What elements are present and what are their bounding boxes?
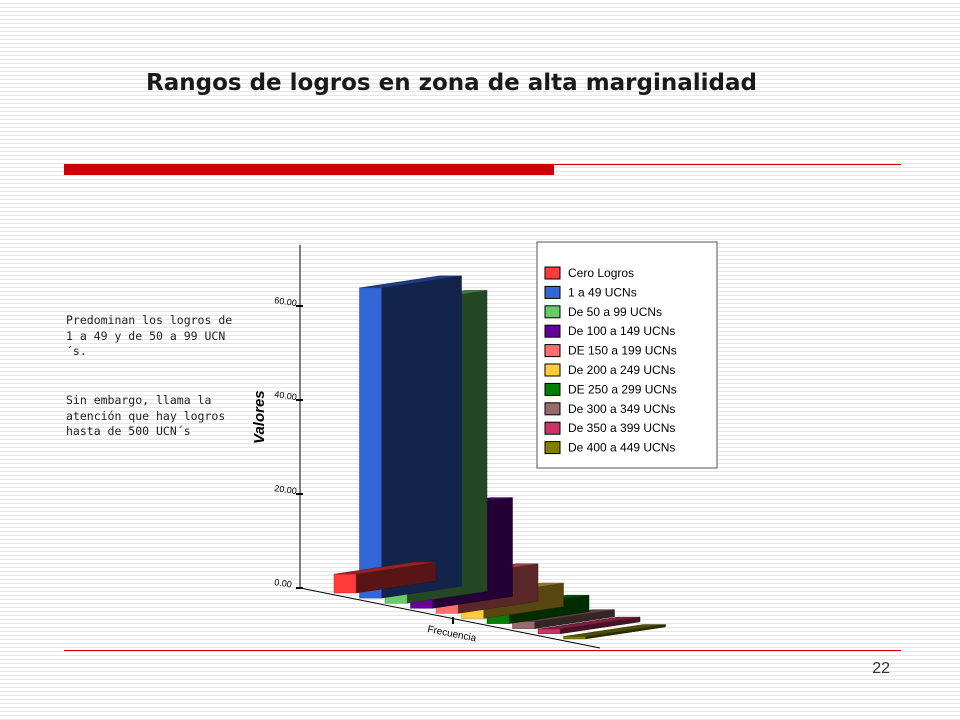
legend-swatch	[544, 324, 561, 338]
bar-front-face	[359, 287, 382, 599]
title-accent-bar	[64, 165, 554, 175]
bar-8	[537, 616, 641, 635]
legend-label: 1 a 49 UCNs	[568, 285, 637, 299]
legend-swatch	[544, 305, 561, 319]
legend-label: DE 250 a 299 UCNs	[568, 382, 677, 396]
legend-swatch	[544, 421, 561, 435]
legend-box	[536, 241, 718, 469]
legend-swatch	[544, 285, 561, 299]
bar-front-face	[537, 628, 561, 635]
legend-swatch	[544, 266, 561, 280]
legend-label: De 100 a 149 UCNs	[568, 324, 675, 338]
legend-label: De 400 a 449 UCNs	[568, 441, 675, 455]
slide-title: Rangos de logros en zona de alta margina…	[146, 70, 757, 96]
legend-swatch	[544, 344, 561, 358]
legend-swatch	[544, 363, 561, 377]
bar-1	[359, 275, 462, 599]
legend-label: Cero Logros	[568, 266, 634, 280]
legend-label: De 350 a 399 UCNs	[568, 421, 675, 435]
bar-9	[563, 624, 666, 640]
x-axis-line	[299, 587, 601, 649]
bar-side-face	[381, 275, 462, 599]
note-predominance: Predominan los logros de 1 a 49 y de 50 …	[66, 313, 233, 358]
chart-legend: Cero Logros 1 a 49 UCNs De 50 a 99 UCNs De …	[536, 241, 718, 469]
legend-swatch	[544, 441, 561, 455]
legend-swatch	[544, 402, 561, 416]
y-tick-label: 60.00	[274, 295, 298, 308]
bar-0	[333, 561, 437, 594]
y-tick-label: 40.00	[274, 389, 298, 402]
legend-swatch	[544, 382, 561, 396]
y-tick-label: 0.00	[274, 577, 293, 589]
x-axis-title: Frecuencia	[426, 624, 477, 644]
y-axis-title: Valores	[251, 390, 268, 444]
page-number: 22	[872, 660, 890, 677]
footer-line	[64, 650, 901, 651]
legend-label: De 200 a 249 UCNs	[568, 363, 675, 377]
title-underline	[64, 164, 901, 165]
chart-bars	[333, 275, 666, 640]
legend-label: De 300 a 349 UCNs	[568, 402, 675, 416]
y-tick-label: 20.00	[274, 483, 298, 496]
legend-label: DE 150 a 199 UCNs	[568, 344, 677, 358]
note-attention: Sin embargo, llama la atención que hay l…	[66, 393, 226, 438]
bar-front-face	[333, 573, 357, 594]
bar-front-face	[563, 636, 586, 640]
legend-label: De 50 a 99 UCNs	[568, 305, 662, 319]
